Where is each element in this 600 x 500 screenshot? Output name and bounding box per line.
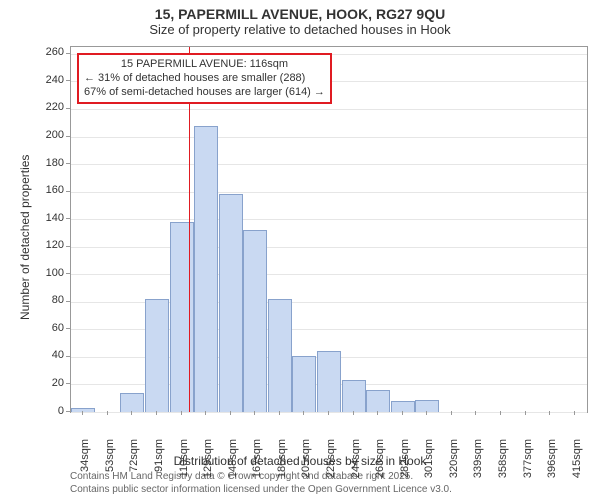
chart-container: 15, PAPERMILL AVENUE, HOOK, RG27 9QU Siz…: [0, 0, 600, 500]
x-tick-mark: [254, 411, 255, 415]
x-tick-mark: [107, 411, 108, 415]
y-tick-label: 240: [34, 74, 64, 86]
x-tick-label: 320sqm: [448, 439, 460, 484]
y-tick-mark: [66, 383, 70, 384]
x-tick-label: 72sqm: [128, 439, 140, 484]
y-tick-mark: [66, 80, 70, 81]
x-tick-mark: [549, 411, 550, 415]
gridline: [71, 274, 587, 275]
x-tick-label: 396sqm: [546, 439, 558, 484]
plot-area: 15 PAPERMILL AVENUE: 116sqm← 31% of deta…: [70, 46, 588, 413]
y-tick-mark: [66, 108, 70, 109]
gridline: [71, 164, 587, 165]
histogram-bar: [292, 356, 316, 412]
y-tick-label: 60: [34, 322, 64, 334]
x-tick-label: 167sqm: [251, 439, 263, 484]
x-tick-label: 148sqm: [227, 439, 239, 484]
y-tick-mark: [66, 136, 70, 137]
x-tick-mark: [475, 411, 476, 415]
x-tick-mark: [574, 411, 575, 415]
histogram-bar: [317, 351, 341, 412]
y-tick-mark: [66, 273, 70, 274]
x-tick-label: 205sqm: [300, 439, 312, 484]
x-tick-label: 415sqm: [571, 439, 583, 484]
y-tick-mark: [66, 328, 70, 329]
x-tick-label: 377sqm: [522, 439, 534, 484]
y-tick-label: 220: [34, 101, 64, 113]
x-tick-mark: [500, 411, 501, 415]
gridline: [71, 109, 587, 110]
x-tick-label: 263sqm: [374, 439, 386, 484]
histogram-bar: [120, 393, 144, 412]
x-tick-mark: [156, 411, 157, 415]
x-tick-mark: [377, 411, 378, 415]
y-tick-mark: [66, 356, 70, 357]
x-tick-mark: [279, 411, 280, 415]
histogram-bar: [366, 390, 390, 412]
histogram-bar: [268, 299, 292, 412]
x-tick-label: 34sqm: [79, 439, 91, 484]
x-tick-mark: [451, 411, 452, 415]
x-tick-label: 186sqm: [276, 439, 288, 484]
y-tick-mark: [66, 218, 70, 219]
gridline: [71, 192, 587, 193]
x-tick-mark: [181, 411, 182, 415]
histogram-bar: [391, 401, 415, 412]
x-tick-label: 129sqm: [202, 439, 214, 484]
y-tick-label: 80: [34, 294, 64, 306]
y-tick-label: 260: [34, 46, 64, 58]
x-tick-mark: [205, 411, 206, 415]
y-tick-mark: [66, 246, 70, 247]
x-tick-label: 244sqm: [350, 439, 362, 484]
x-tick-mark: [353, 411, 354, 415]
y-tick-mark: [66, 53, 70, 54]
annotation-line: 67% of semi-detached houses are larger (…: [84, 86, 325, 100]
x-tick-mark: [525, 411, 526, 415]
y-tick-label: 120: [34, 239, 64, 251]
y-tick-label: 140: [34, 212, 64, 224]
x-tick-label: 110sqm: [178, 439, 190, 484]
y-tick-label: 0: [34, 405, 64, 417]
chart-title-main: 15, PAPERMILL AVENUE, HOOK, RG27 9QU: [0, 0, 600, 22]
y-axis-label: Number of detached properties: [18, 155, 32, 320]
gridline: [71, 412, 587, 413]
gridline: [71, 219, 587, 220]
gridline: [71, 137, 587, 138]
y-tick-label: 200: [34, 129, 64, 141]
y-tick-label: 180: [34, 157, 64, 169]
x-tick-mark: [230, 411, 231, 415]
x-tick-mark: [426, 411, 427, 415]
gridline: [71, 247, 587, 248]
annotation-line: 15 PAPERMILL AVENUE: 116sqm: [84, 58, 325, 72]
y-tick-label: 20: [34, 377, 64, 389]
x-tick-label: 339sqm: [472, 439, 484, 484]
histogram-bar: [194, 126, 218, 412]
x-tick-label: 225sqm: [325, 439, 337, 484]
histogram-bar: [219, 194, 243, 412]
histogram-bar: [342, 380, 366, 412]
x-tick-label: 301sqm: [423, 439, 435, 484]
y-tick-mark: [66, 191, 70, 192]
x-tick-mark: [131, 411, 132, 415]
x-tick-mark: [328, 411, 329, 415]
y-tick-mark: [66, 411, 70, 412]
y-tick-mark: [66, 163, 70, 164]
y-tick-mark: [66, 301, 70, 302]
x-tick-label: 91sqm: [153, 439, 165, 484]
x-tick-mark: [402, 411, 403, 415]
licence-line-2: Contains public sector information licen…: [70, 483, 452, 496]
chart-title-sub: Size of property relative to detached ho…: [0, 22, 600, 37]
x-tick-mark: [303, 411, 304, 415]
x-tick-label: 358sqm: [497, 439, 509, 484]
annotation-box: 15 PAPERMILL AVENUE: 116sqm← 31% of deta…: [77, 53, 332, 104]
y-tick-label: 100: [34, 267, 64, 279]
histogram-bar: [243, 230, 267, 412]
annotation-line: ← 31% of detached houses are smaller (28…: [84, 72, 325, 86]
x-tick-mark: [82, 411, 83, 415]
y-tick-label: 40: [34, 349, 64, 361]
x-tick-label: 282sqm: [399, 439, 411, 484]
x-tick-label: 53sqm: [104, 439, 116, 484]
histogram-bar: [145, 299, 169, 412]
y-tick-label: 160: [34, 184, 64, 196]
